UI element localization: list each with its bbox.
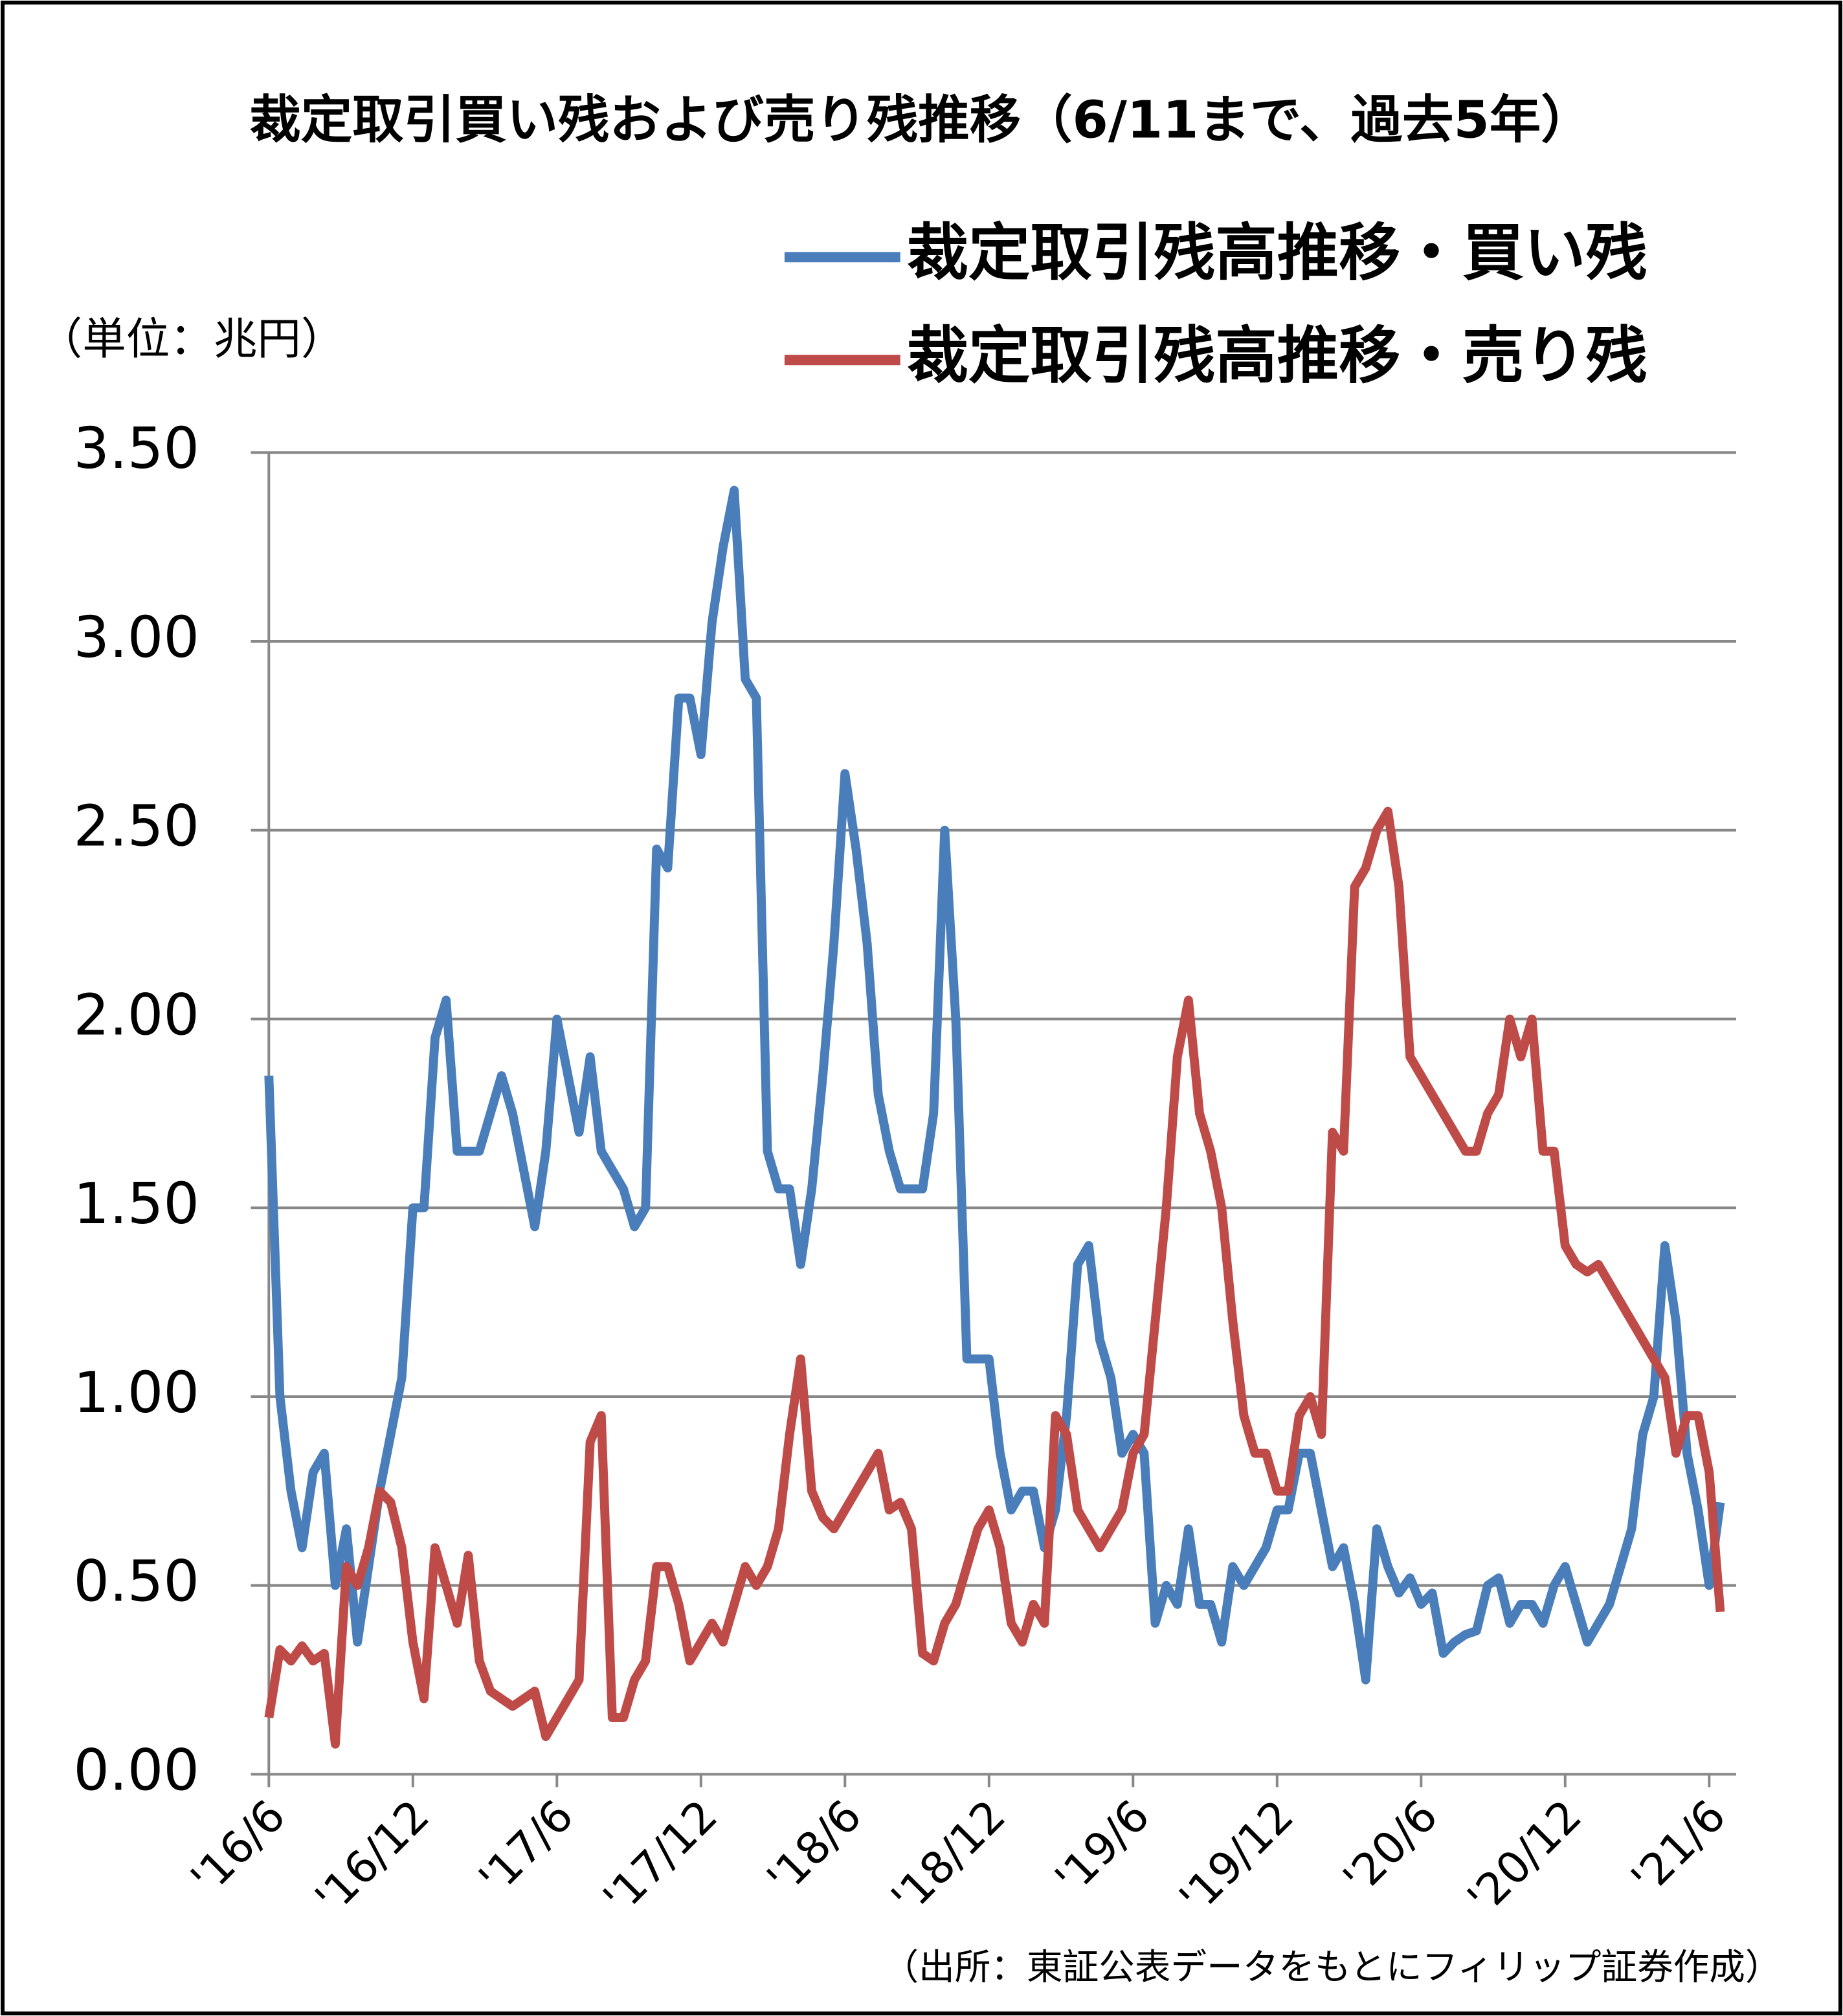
chart-title: 裁定取引買い残および売り残推移（6/11まで、過去5年）: [249, 90, 1592, 150]
y-tick-label: 3.50: [73, 415, 199, 482]
y-tick-label: 2.50: [73, 793, 199, 859]
y-tick-label: 1.50: [73, 1171, 199, 1237]
y-tick-label: 0.00: [73, 1737, 199, 1803]
legend-label: 裁定取引残高推移・売り残: [907, 320, 1648, 392]
y-tick-label: 3.00: [73, 604, 199, 670]
y-tick-label: 0.50: [73, 1549, 199, 1615]
unit-label: （単位：兆円）: [39, 313, 345, 364]
y-tick-label: 1.00: [73, 1360, 199, 1426]
source: （出所：東証公表データをもとにフィリップ証券作成）: [883, 1947, 1782, 1989]
legend-label: 裁定取引残高推移・買い残: [907, 217, 1648, 289]
line-series: [264, 485, 1725, 1685]
y-tick-label: 2.00: [73, 982, 199, 1048]
line-series: [264, 806, 1725, 1749]
